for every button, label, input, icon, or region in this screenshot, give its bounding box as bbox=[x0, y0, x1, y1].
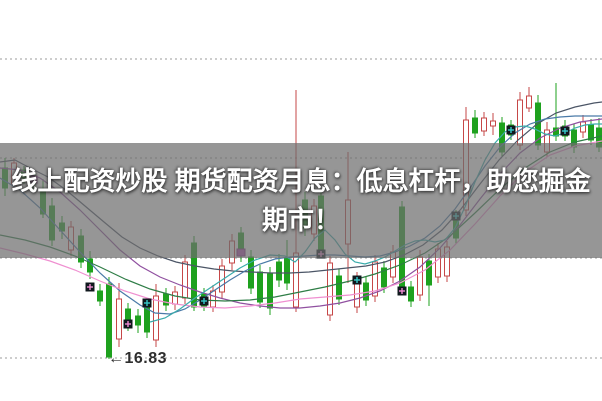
candle-body bbox=[284, 257, 290, 284]
candle-body bbox=[97, 290, 103, 302]
banner-text-line2: 期市！ bbox=[261, 204, 340, 235]
banner-text-line1: 线上配资炒股 期货配资月息：低息杠杆，助您掘金 bbox=[11, 165, 591, 196]
candle-body bbox=[426, 260, 432, 286]
candle-body bbox=[106, 283, 112, 358]
candle-body bbox=[182, 261, 188, 299]
candle-body bbox=[526, 95, 532, 109]
candle-body bbox=[172, 291, 178, 305]
candle-body bbox=[408, 286, 414, 302]
candle-body bbox=[267, 273, 273, 309]
candle-body bbox=[153, 295, 159, 341]
candle-body bbox=[210, 290, 216, 308]
promo-overlay-banner: 线上配资炒股 期货配资月息：低息杠杆，助您掘金 期市！ bbox=[0, 143, 602, 258]
low-price-annotation: ←16.83 bbox=[108, 350, 168, 367]
candle-body bbox=[276, 261, 282, 281]
candle-body bbox=[336, 275, 342, 300]
candle-body bbox=[580, 121, 586, 133]
candle-body bbox=[116, 298, 122, 340]
candle-body bbox=[490, 120, 496, 127]
candle-body bbox=[372, 261, 378, 297]
candle-body bbox=[481, 117, 487, 132]
candle-body bbox=[257, 271, 263, 303]
candle-body bbox=[472, 117, 478, 134]
candle-body bbox=[363, 282, 369, 301]
candle-body bbox=[125, 308, 131, 320]
candle-body bbox=[163, 293, 169, 306]
candle-body bbox=[327, 262, 333, 316]
candle-body bbox=[381, 267, 387, 288]
candle-body bbox=[135, 315, 141, 326]
candle-body bbox=[417, 256, 423, 296]
